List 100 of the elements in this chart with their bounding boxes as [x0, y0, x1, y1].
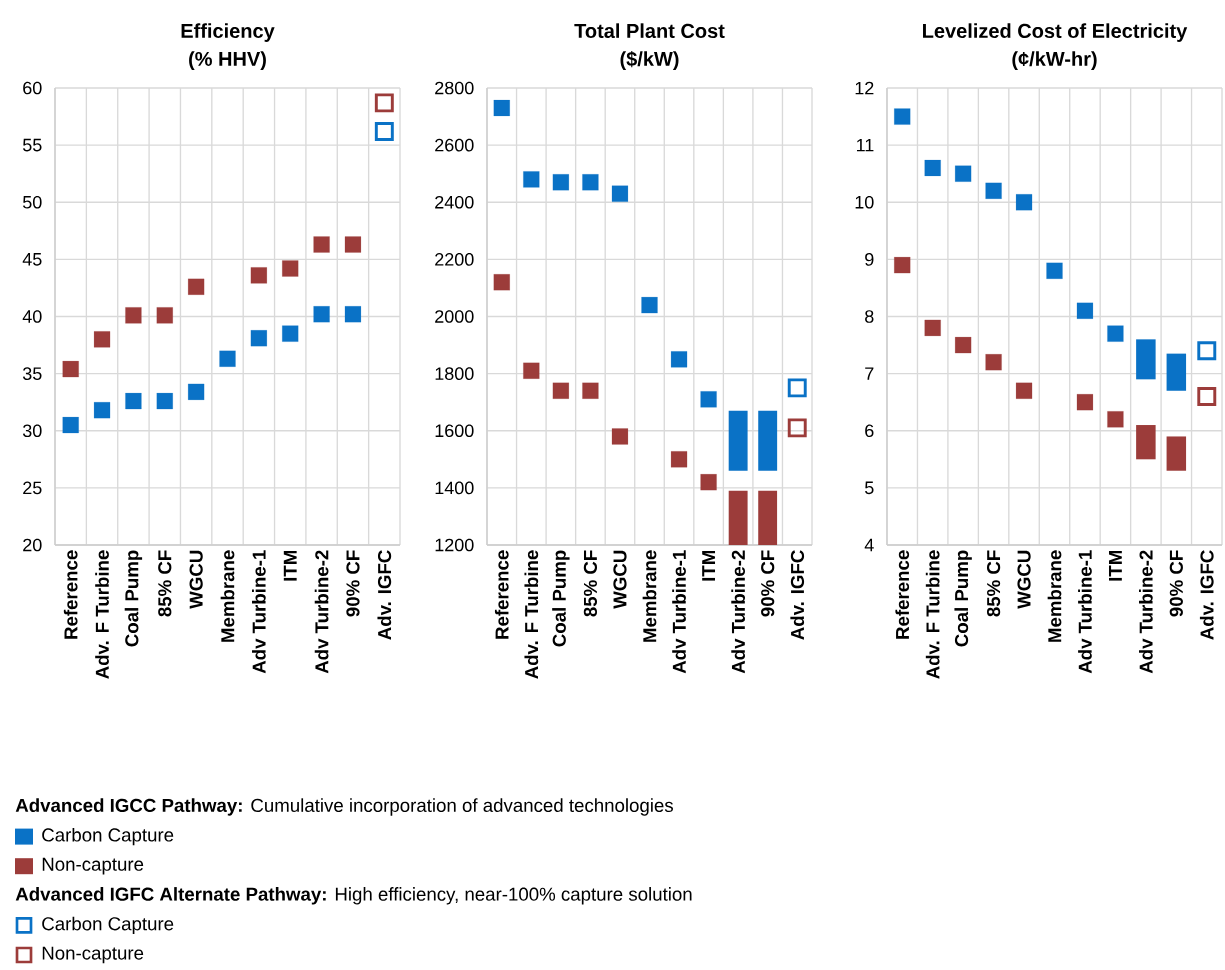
- x-tick-label: WGCU: [189, 550, 203, 609]
- point: [787, 378, 807, 398]
- text: Advanced IGFC Alternate Pathway: High efficiency, near-100% capture solution: [15, 887, 692, 905]
- point: [552, 174, 569, 191]
- point: [955, 165, 972, 182]
- point: [552, 382, 569, 399]
- point: [955, 336, 972, 354]
- y-tick-label: 12: [855, 81, 874, 95]
- point: [188, 278, 205, 295]
- bar: [1136, 425, 1156, 460]
- point: [985, 354, 1002, 371]
- y-tick-label: 5: [864, 481, 874, 495]
- point: [924, 319, 941, 336]
- chart-title: Efficiency: [181, 23, 275, 42]
- bar: [1166, 436, 1187, 471]
- point: [188, 383, 205, 400]
- point: [344, 236, 362, 253]
- point: [62, 416, 79, 434]
- legend-label: Carbon Capture: [42, 916, 174, 935]
- point: [250, 330, 267, 347]
- point: [125, 392, 142, 410]
- legend-label: Carbon Capture: [42, 827, 174, 846]
- point: [493, 99, 510, 117]
- y-tick-label: 45: [22, 253, 42, 266]
- x-tick-label: Adv. IGFC: [790, 550, 805, 640]
- point: [313, 306, 330, 323]
- chart-title: Total Plant Cost: [574, 23, 725, 38]
- point: [1107, 411, 1124, 428]
- y-tick-label: 2800: [435, 81, 474, 95]
- x-tick-label: ITM: [702, 550, 716, 581]
- legend-label: Non-capture: [42, 857, 144, 875]
- point: [670, 351, 688, 368]
- x-tick-label: Membrane: [220, 550, 235, 642]
- x-tick-label: Membrane: [642, 550, 657, 642]
- x-tick-label: Adv Turbine-1: [1078, 550, 1092, 674]
- point: [93, 402, 111, 419]
- x-tick-label: Adv Turbine-2: [314, 550, 329, 674]
- x-tick-label: ITM: [283, 550, 297, 581]
- y-tick-label: 2200: [435, 253, 474, 266]
- point: [313, 236, 330, 253]
- point: [894, 108, 911, 125]
- x-tick-label: WGCU: [613, 550, 627, 609]
- point: [219, 350, 236, 367]
- point: [670, 451, 688, 468]
- y-tick-label: 20: [23, 538, 42, 552]
- chart-title: Levelized Cost of Electricity: [923, 23, 1188, 42]
- point: [894, 257, 911, 274]
- x-tick-label: 90% CF: [761, 550, 775, 617]
- point: [611, 185, 629, 202]
- point: [282, 325, 299, 342]
- x-tick-label: Reference: [63, 550, 78, 639]
- y-tick-label: 7: [865, 367, 874, 380]
- point: [282, 260, 299, 277]
- x-tick-label: Reference: [494, 550, 509, 639]
- chart-subtitle: ($/kW): [620, 50, 679, 70]
- x-tick-label: 85% CF: [158, 550, 172, 617]
- x-tick-label: Adv Turbine-1: [252, 550, 266, 674]
- y-tick-label: 55: [22, 138, 42, 152]
- x-tick-label: 90% CF: [346, 550, 360, 617]
- y-tick-label: 10: [855, 195, 874, 209]
- y-tick-label: 1200: [435, 538, 474, 552]
- point: [1197, 387, 1217, 406]
- chart-subtitle: (% HHV): [189, 51, 266, 70]
- y-tick-label: 8: [865, 310, 874, 323]
- y-tick-label: 50: [22, 195, 42, 209]
- y-tick-label: 9: [865, 253, 874, 266]
- bar: [1166, 353, 1187, 391]
- point: [1046, 262, 1063, 279]
- x-tick-label: Coal Pump: [552, 550, 570, 647]
- y-tick-label: 2000: [435, 310, 474, 323]
- point: [1197, 341, 1217, 361]
- x-tick-label: WGCU: [1017, 550, 1031, 609]
- y-tick-label: 4: [864, 538, 874, 552]
- point: [924, 159, 941, 177]
- x-tick-label: Reference: [895, 550, 910, 639]
- y-tick-label: 2600: [435, 138, 474, 152]
- point: [1015, 382, 1033, 399]
- y-tick-label: 60: [23, 81, 42, 95]
- x-tick-label: 85% CF: [583, 550, 598, 617]
- y-tick-label: 40: [22, 310, 42, 323]
- point: [523, 362, 540, 379]
- point: [156, 392, 173, 410]
- y-tick-label: 1600: [435, 424, 474, 438]
- point: [493, 274, 510, 291]
- x-tick-label: 90% CF: [1169, 550, 1183, 617]
- point: [1107, 325, 1124, 342]
- y-tick-label: 25: [23, 481, 42, 495]
- x-tick-label: Adv Turbine-2: [1139, 550, 1153, 674]
- text: Advanced IGCC Pathway: Cumulative incorporation of advanced technologies: [15, 798, 673, 816]
- x-tick-label: Adv. F Turbine: [95, 550, 109, 679]
- point: [344, 306, 362, 323]
- point: [641, 296, 658, 314]
- y-tick-label: 35: [22, 367, 42, 380]
- point: [582, 174, 599, 191]
- x-tick-label: 85% CF: [986, 550, 1001, 617]
- y-tick-label: 6: [865, 424, 874, 438]
- y-tick-label: 11: [856, 138, 874, 152]
- bar: [1136, 339, 1156, 380]
- point: [250, 267, 267, 284]
- point: [62, 360, 79, 378]
